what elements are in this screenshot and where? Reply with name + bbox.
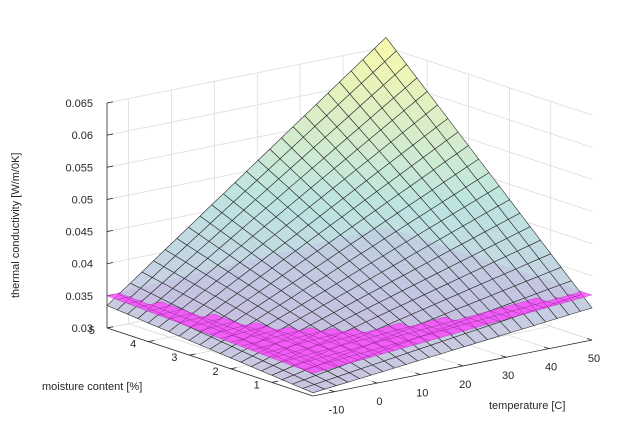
z-tick-label: 0.065 xyxy=(65,98,93,110)
z-tick-label: 0.055 xyxy=(65,162,93,174)
z-tick-mark xyxy=(106,165,114,168)
x-tick-label: 10 xyxy=(416,387,428,399)
grid-line xyxy=(385,46,593,116)
x-axis-label: temperature [C] xyxy=(489,400,565,412)
x-tick-label: 20 xyxy=(459,379,471,391)
z-tick-mark xyxy=(106,197,114,200)
y-axis-label: moisture content [%] xyxy=(42,381,142,393)
z-tick-mark xyxy=(106,229,114,232)
z-tick-label: 0.045 xyxy=(65,227,93,239)
y-tick-label: 4 xyxy=(130,339,136,351)
x-tick-label: 30 xyxy=(502,370,514,382)
y-tick-mark xyxy=(148,340,155,342)
x-tick-mark xyxy=(501,355,507,358)
x-tick-mark xyxy=(372,381,378,384)
surface-mesh xyxy=(106,36,593,394)
plane-cell xyxy=(302,366,326,374)
z-axis-label: thermal conductivity [W/m/0K] xyxy=(10,153,22,299)
z-tick-label: 0.03 xyxy=(72,323,93,335)
surface-cell xyxy=(301,384,326,394)
z-tick-label: 0.035 xyxy=(65,291,93,303)
x-tick-label: 50 xyxy=(588,353,600,365)
y-axis-line xyxy=(106,327,314,397)
y-tick-label: 1 xyxy=(254,379,260,391)
tick-labels: -10 0 10 20 30 40 50 1 2 3 4 50.03 0.035 0.04 0.045 0.0… xyxy=(65,98,600,417)
y-tick-mark xyxy=(271,380,278,383)
grid-line xyxy=(106,46,387,104)
z-tick-mark xyxy=(106,326,114,329)
z-tick-label: 0.05 xyxy=(72,194,93,206)
x-tick-mark xyxy=(415,372,421,375)
y-tick-label: 2 xyxy=(212,366,218,378)
x-axis-line xyxy=(312,339,593,397)
y-tick-label: 3 xyxy=(171,352,177,364)
x-tick-mark xyxy=(458,363,464,367)
x-tick-label: 0 xyxy=(376,396,382,408)
x-tick-label: 40 xyxy=(545,362,557,374)
x-tick-mark xyxy=(544,346,550,349)
y-tick-label: 5 xyxy=(89,325,95,337)
x-tick-mark xyxy=(329,389,335,393)
y-tick-mark xyxy=(189,353,196,356)
z-tick-mark xyxy=(106,262,114,265)
x-tick-mark xyxy=(586,337,593,341)
z-tick-label: 0.04 xyxy=(72,259,93,271)
y-tick-mark xyxy=(230,367,237,370)
z-tick-label: 0.06 xyxy=(72,130,93,142)
z-tick-mark xyxy=(106,101,114,104)
axes-box xyxy=(106,101,593,397)
z-tick-mark xyxy=(106,133,114,136)
x-tick-label: -10 xyxy=(329,405,345,417)
